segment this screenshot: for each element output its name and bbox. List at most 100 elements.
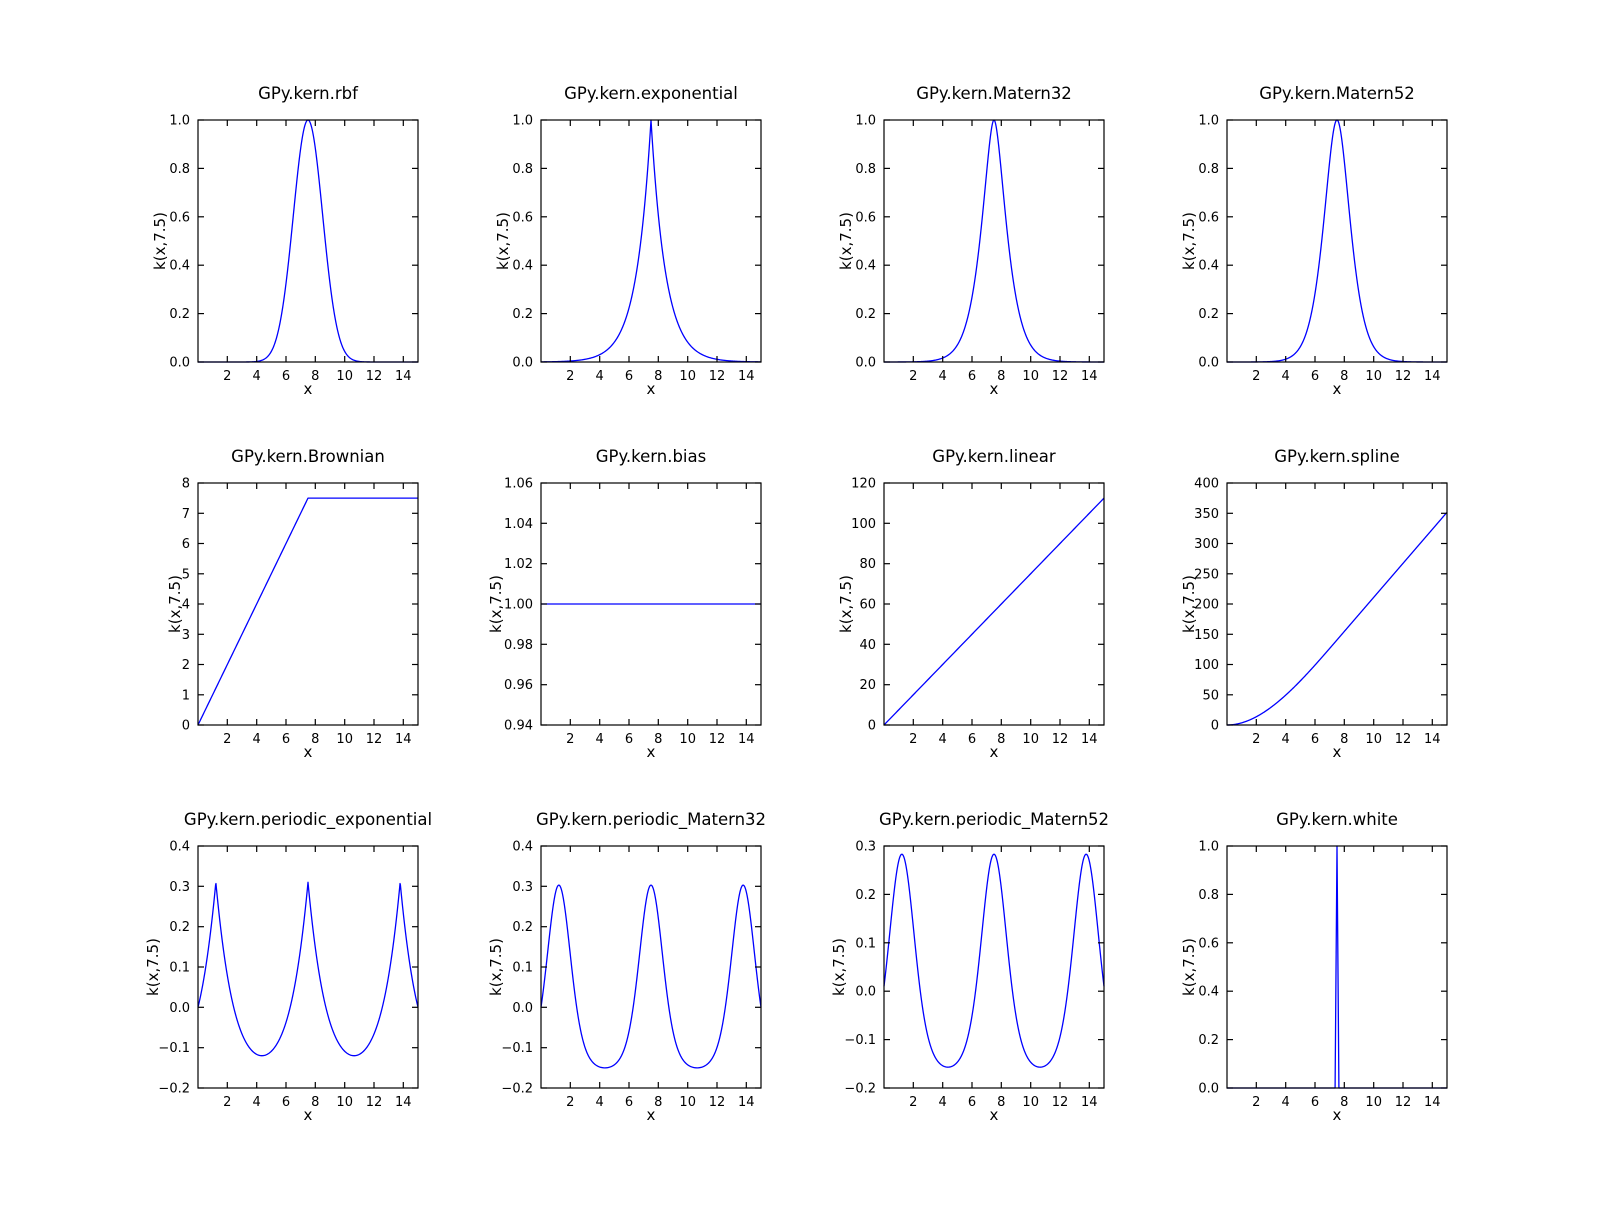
- x-tick-label: 6: [1311, 1095, 1319, 1110]
- x-tick-label: 8: [1340, 732, 1348, 747]
- y-tick-label: −0.1: [158, 1041, 190, 1056]
- y-tick-label: 0.3: [512, 880, 533, 895]
- x-tick-label: 4: [596, 732, 604, 747]
- y-tick-label: 0.2: [169, 920, 190, 935]
- x-axis-label: x: [989, 1106, 999, 1124]
- subplot-bias: GPy.kern.bias k(x,7.5) x 2 4 6 8 10 12 14 0.94 0…: [461, 437, 773, 782]
- x-tick-label: 6: [1311, 732, 1319, 747]
- x-tick-label: 4: [939, 1095, 947, 1110]
- subplot-spline: GPy.kern.spline k(x,7.5) x 2 4 6 8 10 12 14 0 50…: [1147, 437, 1459, 782]
- x-axis-label: x: [989, 743, 999, 761]
- x-tick-label: 6: [625, 1095, 633, 1110]
- axes-frame: [1226, 119, 1448, 363]
- x-tick-label: 6: [1311, 369, 1319, 384]
- plot-title: GPy.kern.periodic_Matern52: [878, 810, 1110, 829]
- y-tick-label: 60: [859, 598, 876, 613]
- plot-title: GPy.kern.rbf: [258, 84, 358, 103]
- x-tick-label: 2: [1252, 369, 1260, 384]
- y-tick-label: 0.8: [512, 162, 533, 177]
- x-tick-label: 6: [282, 369, 290, 384]
- plot-title: GPy.kern.bias: [595, 447, 707, 466]
- x-tick-label: 6: [282, 1095, 290, 1110]
- plot-canvas: 2 4 6 8 10 12 14 0 50 100 150 200 250 300 350 400: [1194, 477, 1448, 747]
- y-tick-label: 5: [182, 567, 190, 582]
- x-tick-label: 12: [1395, 732, 1412, 747]
- y-tick-label: 20: [859, 678, 876, 693]
- x-tick-label: 8: [1340, 1095, 1348, 1110]
- y-tick-label: 0.2: [855, 307, 876, 322]
- y-tick-label: 0.1: [855, 936, 876, 951]
- y-tick-label: 2: [182, 658, 190, 673]
- x-tick-label: 12: [366, 732, 383, 747]
- y-tick-label: 0: [868, 719, 876, 734]
- plot-canvas: 2 4 6 8 10 12 14 0 20 40 60 80 100 120: [851, 477, 1105, 747]
- plot-title: GPy.kern.spline: [1274, 447, 1400, 466]
- x-tick-label: 2: [909, 369, 917, 384]
- x-axis-label: x: [303, 380, 313, 398]
- x-tick-label: 6: [625, 369, 633, 384]
- y-tick-label: 0.0: [855, 356, 876, 371]
- y-tick-label: 200: [1194, 598, 1219, 613]
- x-tick-label: 10: [1022, 1095, 1039, 1110]
- x-tick-label: 14: [395, 1095, 412, 1110]
- plot-canvas: 2 4 6 8 10 12 14 0.94 0.96 0.98 1.00 1.02 1.04 1.06: [504, 477, 762, 747]
- kernel-curve: [1227, 845, 1447, 1089]
- y-tick-label: 0.0: [855, 985, 876, 1000]
- x-tick-label: 2: [223, 732, 231, 747]
- x-tick-label: 2: [223, 369, 231, 384]
- x-tick-label: 10: [1022, 369, 1039, 384]
- x-tick-label: 4: [939, 732, 947, 747]
- y-tick-label: 0.2: [169, 307, 190, 322]
- y-tick-label: 0.8: [169, 162, 190, 177]
- y-tick-label: −0.2: [844, 1082, 876, 1097]
- axes-frame: [883, 482, 1105, 726]
- y-tick-label: 0.0: [169, 356, 190, 371]
- y-tick-label: 8: [182, 477, 190, 492]
- kernel-curve: [883, 853, 1105, 1068]
- y-tick-label: 0.0: [512, 1001, 533, 1016]
- x-tick-label: 4: [1282, 369, 1290, 384]
- plot-title: GPy.kern.Matern52: [1259, 84, 1415, 103]
- y-tick-label: 300: [1194, 537, 1219, 552]
- kernel-curve: [540, 884, 762, 1069]
- y-tick-label: 0.2: [1198, 1033, 1219, 1048]
- y-tick-label: 0.3: [169, 880, 190, 895]
- kernel-curve: [197, 881, 419, 1057]
- y-tick-label: 1.04: [504, 517, 533, 532]
- x-tick-label: 4: [253, 1095, 261, 1110]
- y-tick-label: 0.8: [855, 162, 876, 177]
- plot-canvas: 2 4 6 8 10 12 14 0.0 0.2 0.4 0.6 0.8 1.0: [855, 114, 1105, 384]
- x-tick-label: 2: [909, 732, 917, 747]
- y-tick-label: 0.6: [1198, 210, 1219, 225]
- x-tick-label: 10: [1022, 732, 1039, 747]
- y-tick-label: 0.0: [1198, 1082, 1219, 1097]
- x-tick-label: 10: [679, 1095, 696, 1110]
- x-tick-label: 14: [738, 1095, 755, 1110]
- y-tick-label: 0.6: [855, 210, 876, 225]
- y-tick-label: 0.1: [169, 961, 190, 976]
- y-tick-label: 0: [1211, 719, 1219, 734]
- x-tick-label: 4: [596, 1095, 604, 1110]
- axes-frame: [1226, 482, 1448, 726]
- x-tick-label: 12: [1395, 1095, 1412, 1110]
- x-tick-label: 8: [654, 1095, 662, 1110]
- x-tick-label: 8: [311, 369, 319, 384]
- y-tick-label: 1.00: [504, 598, 533, 613]
- plot-canvas: 2 4 6 8 10 12 14 −0.2 −0.1 0.0 0.1 0.2 0.3 0.4: [158, 840, 419, 1110]
- subplot-exponential: GPy.kern.exponential k(x,7.5) x 2 4 6 8 10 12…: [461, 74, 773, 419]
- x-axis-label: x: [303, 743, 313, 761]
- x-tick-label: 14: [738, 369, 755, 384]
- plot-title: GPy.kern.linear: [932, 447, 1056, 466]
- x-tick-label: 4: [1282, 732, 1290, 747]
- x-tick-label: 6: [625, 732, 633, 747]
- x-tick-label: 8: [311, 732, 319, 747]
- subplot-matern52: GPy.kern.Matern52 k(x,7.5) x 2 4 6 8 10 12 14 0…: [1147, 74, 1459, 419]
- x-tick-label: 8: [311, 1095, 319, 1110]
- y-tick-label: 120: [851, 477, 876, 492]
- x-tick-label: 6: [968, 732, 976, 747]
- x-axis-label: x: [989, 380, 999, 398]
- y-tick-label: 6: [182, 537, 190, 552]
- y-tick-label: 250: [1194, 567, 1219, 582]
